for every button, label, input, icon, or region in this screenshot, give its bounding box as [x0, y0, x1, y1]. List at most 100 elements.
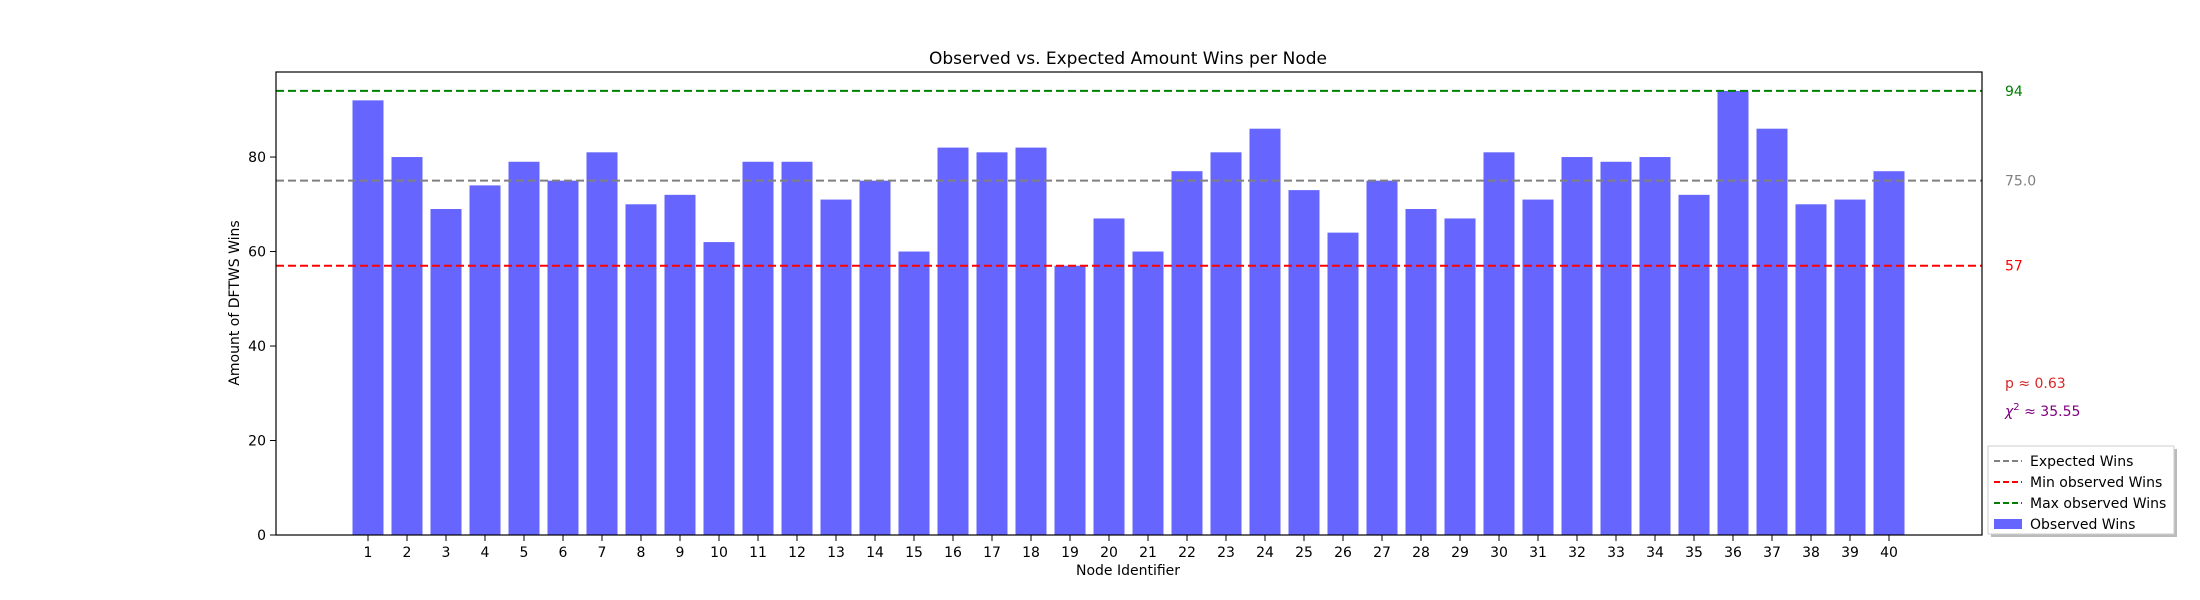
x-tick-label: 17: [983, 545, 1001, 561]
x-tick-label: 26: [1334, 545, 1352, 561]
x-tick-label: 5: [520, 545, 529, 561]
y-tick-label: 20: [248, 434, 266, 450]
y-tick-label: 40: [248, 339, 266, 355]
chart-title: Observed vs. Expected Amount Wins per No…: [929, 49, 1327, 69]
x-tick-label: 9: [676, 545, 685, 561]
bar: [898, 251, 930, 535]
p-value-annotation: p ≈ 0.63: [2005, 376, 2066, 392]
x-tick-label: 16: [944, 545, 962, 561]
bar: [1015, 147, 1047, 535]
x-tick-label: 36: [1724, 545, 1742, 561]
legend-label: Observed Wins: [2030, 517, 2135, 533]
bar: [391, 157, 423, 535]
bars-group: [352, 90, 1905, 536]
bar: [625, 204, 657, 536]
y-tick-label: 60: [248, 245, 266, 261]
reference-lines-group: [276, 89, 1982, 267]
x-tick-label: 35: [1685, 545, 1703, 561]
x-tick-label: 28: [1412, 545, 1430, 561]
legend-label: Expected Wins: [2030, 454, 2133, 470]
x-tick-label: 40: [1880, 545, 1898, 561]
chi-symbol: χ: [2004, 404, 2014, 420]
bar: [352, 100, 384, 536]
bar: [820, 199, 852, 535]
bar: [1600, 161, 1632, 535]
x-tick-label: 22: [1178, 545, 1196, 561]
bar: [1132, 251, 1164, 535]
y-tick-label: 80: [248, 150, 266, 166]
bar: [1366, 180, 1398, 535]
legend: Expected Wins Min observed Wins Max observ…: [1987, 445, 2177, 537]
bar: [742, 161, 774, 535]
x-tick-label: 23: [1217, 545, 1235, 561]
x-axis-label: Node Identifier: [1076, 563, 1180, 579]
reference-line-label: 57: [2005, 259, 2023, 275]
bar: [937, 147, 969, 535]
bar: [1483, 152, 1515, 535]
bar: [1795, 204, 1827, 536]
bar: [664, 194, 696, 535]
chi-square-annotation: χ2 ≈ 35.55: [2004, 402, 2080, 420]
bar: [1327, 232, 1359, 535]
x-tick-label: 7: [598, 545, 607, 561]
bar: [976, 152, 1008, 535]
x-tick-label: 6: [559, 545, 568, 561]
bar: [469, 185, 501, 535]
x-tick-label: 19: [1061, 545, 1079, 561]
reference-line-label: 94: [2005, 84, 2023, 100]
x-tick-label: 27: [1373, 545, 1391, 561]
reference-labels-group: 75.0 57 94: [2005, 84, 2036, 275]
chi-value: ≈ 35.55: [2020, 404, 2081, 420]
bar: [1444, 218, 1476, 536]
bar: [1249, 128, 1281, 535]
bar: [859, 180, 891, 535]
x-tick-label: 20: [1100, 545, 1118, 561]
x-axis: 1 2 3 4 5 6 7 8 9 10 11 12 13 14 15 16 17 18 19 20 21 22 23 24 2…: [364, 535, 1898, 561]
bar: [1639, 157, 1671, 535]
x-tick-label: 24: [1256, 545, 1274, 561]
y-tick-label: 0: [257, 528, 266, 544]
bar: [1288, 190, 1320, 535]
y-axis: 0 20 40 60 80: [248, 150, 276, 544]
x-tick-label: 2: [403, 545, 412, 561]
x-tick-label: 4: [481, 545, 490, 561]
x-tick-label: 12: [788, 545, 806, 561]
bar: [1171, 171, 1203, 535]
bar: [1405, 209, 1437, 536]
legend-patch-swatch: [1994, 519, 2022, 529]
y-axis-label: Amount of DFTWS Wins: [227, 220, 243, 385]
bar: [1561, 157, 1593, 535]
x-tick-label: 14: [866, 545, 884, 561]
legend-label: Min observed Wins: [2030, 475, 2162, 491]
bar: [1210, 152, 1242, 535]
x-tick-label: 8: [637, 545, 646, 561]
x-tick-label: 15: [905, 545, 923, 561]
x-tick-label: 34: [1646, 545, 1664, 561]
x-tick-label: 31: [1529, 545, 1547, 561]
chi-superscript: 2: [2013, 402, 2019, 413]
bar: [703, 242, 735, 535]
bar: [508, 161, 540, 535]
x-tick-label: 1: [364, 545, 373, 561]
bar: [1873, 171, 1905, 535]
bar: [1834, 199, 1866, 535]
bar: [1678, 194, 1710, 535]
bar: [586, 152, 618, 535]
x-tick-label: 3: [442, 545, 451, 561]
bar: [1522, 199, 1554, 535]
plot-frame: [275, 71, 1983, 536]
bar: [547, 180, 579, 535]
x-tick-label: 33: [1607, 545, 1625, 561]
bar: [781, 161, 813, 535]
legend-label: Max observed Wins: [2030, 496, 2166, 512]
bar: [1093, 218, 1125, 536]
bar: [430, 209, 462, 536]
x-tick-label: 37: [1763, 545, 1781, 561]
x-tick-label: 30: [1490, 545, 1508, 561]
bar: [1717, 90, 1749, 536]
bar: [1054, 265, 1086, 535]
x-tick-label: 21: [1139, 545, 1157, 561]
x-tick-label: 39: [1841, 545, 1859, 561]
reference-line-label: 75.0: [2005, 174, 2036, 190]
